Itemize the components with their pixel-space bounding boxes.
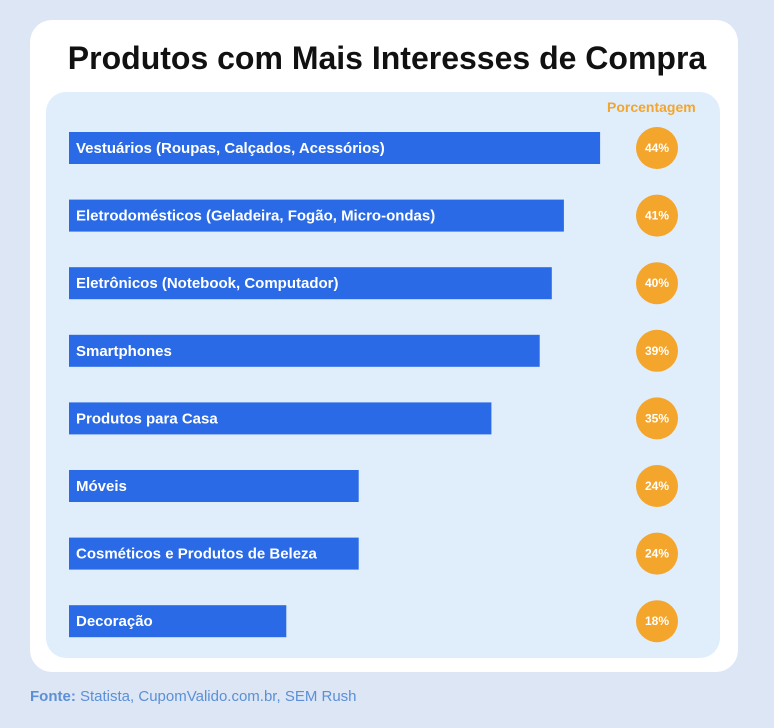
bar-group: Cosméticos e Produtos de Beleza 24% xyxy=(69,532,678,575)
value-label: 35% xyxy=(645,411,669,425)
value-badge xyxy=(636,329,678,372)
value-badge xyxy=(636,397,678,440)
bar-group: Eletrônicos (Notebook, Computador) 40% xyxy=(69,262,678,305)
value-label: 24% xyxy=(645,547,669,561)
bar-label: Eletrodomésticos (Geladeira, Fogão, Micr… xyxy=(76,208,435,225)
bar xyxy=(69,537,359,570)
source-label: Fonte: xyxy=(30,688,76,705)
bar-label: Móveis xyxy=(76,478,127,495)
value-label: 39% xyxy=(645,344,669,358)
source-text: Statista, CupomValido.com.br, SEM Rush xyxy=(80,688,357,705)
value-label: 41% xyxy=(645,209,669,223)
value-badge xyxy=(636,532,678,575)
bar-group: Vestuários (Roupas, Calçados, Acessórios… xyxy=(69,127,678,169)
bar xyxy=(69,199,564,232)
value-badge xyxy=(636,127,678,169)
source-line: Fonte: Statista, CupomValido.com.br, SEM… xyxy=(30,688,357,705)
bar xyxy=(69,470,359,502)
bar-label: Eletrônicos (Notebook, Computador) xyxy=(76,275,339,292)
bar-group: Produtos para Casa 35% xyxy=(69,397,678,440)
bar xyxy=(69,402,492,435)
value-badge xyxy=(636,600,678,643)
bar-group: Eletrodomésticos (Geladeira, Fogão, Micr… xyxy=(69,194,678,237)
chart-title: Produtos com Mais Interesses de Compra xyxy=(67,40,707,76)
value-label: 40% xyxy=(645,276,669,290)
value-badge xyxy=(636,262,678,305)
bar-group: Smartphones 39% xyxy=(69,329,678,372)
bar-label: Cosméticos e Produtos de Beleza xyxy=(76,546,318,563)
bar-label: Produtos para Casa xyxy=(76,410,218,427)
bar-label: Smartphones xyxy=(76,343,172,360)
value-badge xyxy=(636,465,678,507)
value-label: 44% xyxy=(645,141,669,155)
legend-label: Porcentagem xyxy=(607,99,696,115)
value-label: 24% xyxy=(645,479,669,493)
bar-group: Decoração 18% xyxy=(69,600,678,643)
bar xyxy=(69,132,601,164)
bar-label: Vestuários (Roupas, Calçados, Acessórios… xyxy=(76,140,385,157)
bar xyxy=(69,334,540,367)
value-label: 18% xyxy=(645,614,669,628)
bar-label: Decoração xyxy=(76,613,153,630)
bar-group: Móveis 24% xyxy=(69,465,678,507)
bar xyxy=(69,267,552,300)
bar xyxy=(69,605,287,638)
value-badge xyxy=(636,194,678,237)
